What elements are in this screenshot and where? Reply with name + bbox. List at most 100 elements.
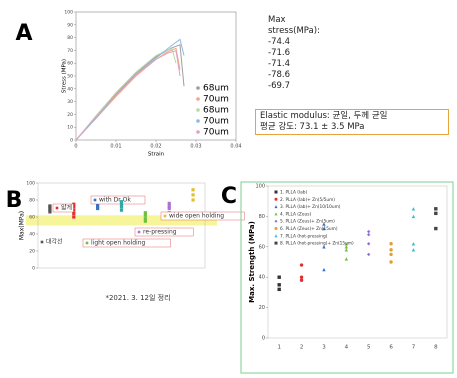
point (322, 226, 326, 231)
point (72, 212, 76, 216)
y-axis-label: Max(MPa) (19, 211, 26, 240)
point (366, 232, 371, 237)
point (167, 204, 171, 208)
point (344, 245, 349, 249)
annotation: wide open holding (169, 213, 224, 220)
point (96, 204, 100, 208)
line (75, 38, 185, 141)
annotation-box (90, 195, 146, 205)
y-axis-label: Max. Strength (MPa) (248, 221, 256, 303)
x-tick-label: 0.04 (230, 144, 241, 150)
point (191, 188, 195, 192)
point (389, 242, 393, 246)
panel-border (240, 181, 454, 374)
y-tick-label: 60 (29, 215, 35, 221)
legend-marker (196, 97, 200, 101)
y-tick-label: 50 (67, 74, 73, 80)
legend-marker (274, 212, 278, 216)
y-axis-label: Stress (MPa) (62, 59, 68, 93)
point (167, 206, 171, 211)
y-tick-label: 100 (255, 184, 265, 190)
point (299, 278, 304, 282)
footnote: *2021. 3. 12일 정리 (105, 293, 170, 302)
legend-label: 4. PLLA (Zeus) (280, 211, 311, 217)
annotation-box (82, 238, 171, 248)
line (75, 47, 181, 141)
point (191, 193, 195, 197)
legend-label: 70um (203, 128, 229, 138)
legend-marker (274, 227, 278, 230)
max-stress-value: -71.4 (268, 59, 290, 69)
line (75, 50, 181, 141)
x-tick-label: 6 (389, 345, 393, 351)
point (411, 214, 416, 219)
point (119, 202, 124, 206)
y-tick-label: 40 (29, 232, 35, 238)
line (75, 44, 185, 141)
y-tick-label: 0 (32, 266, 35, 272)
x-tick-label: 2 (300, 345, 304, 351)
line (75, 47, 177, 141)
point (277, 275, 281, 279)
x-tick-label: 0 (74, 144, 77, 150)
y-tick-label: 20 (259, 305, 265, 311)
note: 평균 강도: 73.1 ± 3.5 MPa (260, 122, 365, 132)
y-tick-label: 80 (259, 214, 265, 220)
point (167, 201, 171, 205)
point (143, 213, 147, 217)
point (299, 275, 304, 279)
point (366, 242, 371, 246)
legend-label: 2. PLLA (lab)+ Zn(5/5um) (280, 197, 335, 203)
max-stress: Max stress(MPa): -74.4 -71.6 -71.4 -78.6 -69… (268, 15, 338, 92)
x-tick-label: 0.02 (150, 144, 161, 150)
legend-label: 70um (203, 95, 229, 105)
legend-marker (196, 119, 200, 123)
x-tick-label: 7 (412, 345, 416, 351)
x-tick-label: 0.01 (110, 144, 121, 150)
legend-marker (196, 130, 200, 134)
y-tick-label: 60 (259, 244, 265, 250)
annotation-marker (93, 198, 97, 202)
point (366, 252, 371, 257)
point (389, 248, 393, 252)
point (119, 208, 124, 212)
annotation-marker (55, 206, 59, 210)
annotation-box (134, 227, 194, 237)
legend-marker (196, 108, 200, 112)
y-tick-label: 40 (67, 86, 73, 92)
annotation-marker (137, 230, 141, 234)
point (299, 263, 304, 267)
y-tick-label: 80 (67, 35, 73, 41)
legend-marker (274, 197, 278, 201)
max-stress-title: Max stress(MPa): (268, 15, 320, 36)
point (411, 248, 416, 252)
legend-marker (274, 190, 278, 194)
point (389, 252, 393, 257)
legend-label: 68um (203, 106, 229, 116)
y-tick-label: 60 (67, 61, 73, 67)
x-tick-label: 3 (322, 345, 326, 351)
legend-label: 5. PLLA (Zeus)+ Zn(5um) (280, 219, 335, 225)
x-tick-label: 0.03 (190, 144, 201, 150)
point (322, 267, 326, 272)
legend-marker (274, 234, 278, 238)
x-tick-label: 8 (434, 345, 438, 351)
y-tick-label: 30 (67, 99, 73, 105)
legend-marker (196, 86, 200, 90)
note-box: Elastic modulus: 균일, 두께 균일 평균 강도: 73.1 ±… (255, 109, 449, 135)
y-tick-label: 0 (70, 138, 73, 144)
point (96, 206, 100, 211)
max-stress-values: -74.4 -71.6 -71.4 -78.6 -69.7 (268, 37, 338, 92)
point (434, 211, 438, 216)
point (48, 208, 52, 212)
point (72, 215, 76, 219)
legend-label: 1. PLLA (lab) (280, 190, 307, 196)
point (119, 205, 124, 209)
panel-label: B (6, 188, 23, 213)
annotation: 대각선 (46, 238, 63, 246)
point (434, 207, 438, 211)
point (344, 242, 349, 246)
x-tick-label: 1 (277, 345, 281, 351)
point (277, 283, 281, 287)
